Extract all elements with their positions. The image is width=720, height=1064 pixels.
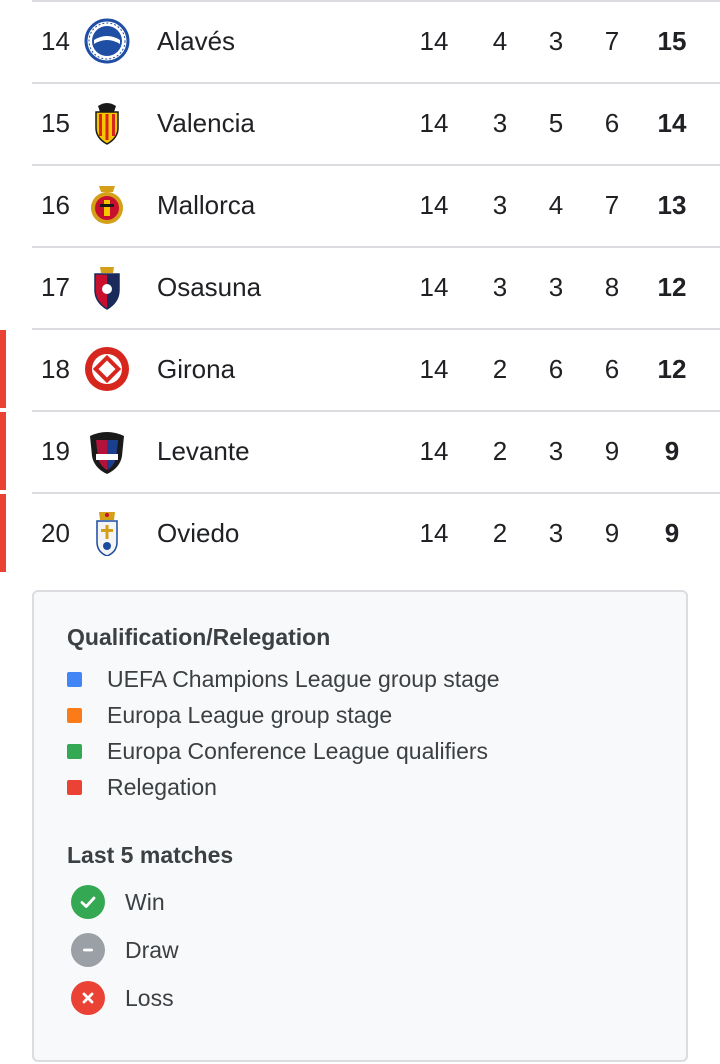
played-cell: 14 <box>419 190 449 220</box>
won-cell: 3 <box>492 190 508 220</box>
position-cell: 20 <box>41 518 70 548</box>
team-name: Mallorca <box>157 190 256 220</box>
row-divider <box>32 246 720 248</box>
relegation-zone-bar <box>0 330 6 408</box>
points-cell: 15 <box>657 26 687 56</box>
position-cell: 18 <box>41 354 70 384</box>
won-cell: 3 <box>492 272 508 302</box>
lost-cell: 6 <box>604 108 620 138</box>
row-divider <box>32 410 720 412</box>
points-cell: 13 <box>657 190 687 220</box>
row-divider <box>32 82 720 84</box>
table-row[interactable]: 18 Girona 14 2 6 6 12 <box>0 328 720 410</box>
team-name: Osasuna <box>157 272 262 302</box>
won-cell: 2 <box>492 354 508 384</box>
relegation-zone-bar <box>0 494 6 572</box>
lost-cell: 8 <box>604 272 620 302</box>
mallorca-crest-icon <box>84 182 130 228</box>
drawn-cell: 5 <box>548 108 564 138</box>
team-name: Girona <box>157 354 236 384</box>
green-swatch <box>67 743 82 759</box>
row-divider <box>32 0 720 2</box>
drawn-cell: 3 <box>548 26 564 56</box>
legend-item-europa-league: Europa League group stage <box>67 700 392 730</box>
drawn-cell: 3 <box>548 518 564 548</box>
table-row[interactable]: 15 Valencia 14 3 5 6 14 <box>0 82 720 164</box>
played-cell: 14 <box>419 108 449 138</box>
legend-item-loss: Loss <box>71 980 174 1016</box>
oviedo-crest-icon <box>84 510 130 556</box>
legend-label: Europa League group stage <box>107 701 393 728</box>
legend-item-champions-league: UEFA Champions League group stage <box>67 664 500 694</box>
played-cell: 14 <box>419 272 449 302</box>
legend-panel: Qualification/Relegation UEFA Champions … <box>32 590 688 1062</box>
position-cell: 14 <box>41 26 70 56</box>
orange-swatch <box>67 707 82 723</box>
girona-crest-icon <box>84 346 130 392</box>
levante-crest-icon <box>84 428 130 474</box>
position-cell: 15 <box>41 108 70 138</box>
points-cell: 12 <box>657 354 687 384</box>
lost-cell: 9 <box>604 436 620 466</box>
position-cell: 16 <box>41 190 70 220</box>
legend-label: Europa Conference League qualifiers <box>107 737 489 764</box>
table-row[interactable]: 17 Osasuna 14 3 3 8 12 <box>0 246 720 328</box>
valencia-crest-icon <box>84 100 130 146</box>
drawn-cell: 6 <box>548 354 564 384</box>
osasuna-crest-icon <box>84 264 130 310</box>
minus-icon <box>71 933 105 967</box>
won-cell: 2 <box>492 518 508 548</box>
legend-item-win: Win <box>71 884 165 920</box>
played-cell: 14 <box>419 436 449 466</box>
row-divider <box>32 328 720 330</box>
drawn-cell: 3 <box>548 272 564 302</box>
qualification-legend-title: Qualification/Relegation <box>67 624 331 650</box>
position-cell: 17 <box>41 272 70 302</box>
played-cell: 14 <box>419 518 449 548</box>
close-icon <box>71 981 105 1015</box>
lost-cell: 7 <box>604 26 620 56</box>
points-cell: 9 <box>664 518 680 548</box>
position-cell: 19 <box>41 436 70 466</box>
row-divider <box>32 492 720 494</box>
alaves-crest-icon <box>84 18 130 64</box>
points-cell: 12 <box>657 272 687 302</box>
team-name: Alavés <box>157 26 236 56</box>
lost-cell: 6 <box>604 354 620 384</box>
check-icon <box>71 885 105 919</box>
won-cell: 2 <box>492 436 508 466</box>
won-cell: 4 <box>492 26 508 56</box>
table-row[interactable]: 14 Alavés 14 4 3 7 15 <box>0 0 720 82</box>
table-row[interactable]: 20 Oviedo 14 2 3 9 9 <box>0 492 720 574</box>
relegation-zone-bar <box>0 412 6 490</box>
blue-swatch <box>67 671 82 687</box>
team-name: Valencia <box>157 108 255 138</box>
last-matches-legend-title: Last 5 matches <box>67 842 234 868</box>
row-divider <box>32 164 720 166</box>
legend-label: UEFA Champions League group stage <box>107 665 500 692</box>
legend-item-conference-league: Europa Conference League qualifiers <box>67 736 488 766</box>
red-swatch <box>67 779 82 795</box>
table-row[interactable]: 16 Mallorca 14 3 4 7 13 <box>0 164 720 246</box>
legend-label: Relegation <box>107 773 217 800</box>
legend-label: Draw <box>125 936 179 963</box>
points-cell: 14 <box>657 108 687 138</box>
lost-cell: 7 <box>604 190 620 220</box>
won-cell: 3 <box>492 108 508 138</box>
played-cell: 14 <box>419 354 449 384</box>
team-name: Levante <box>157 436 250 466</box>
played-cell: 14 <box>419 26 449 56</box>
drawn-cell: 3 <box>548 436 564 466</box>
legend-item-draw: Draw <box>71 932 179 968</box>
table-row[interactable]: 19 Levante 14 2 3 9 9 <box>0 410 720 492</box>
legend-label: Loss <box>125 984 174 1011</box>
drawn-cell: 4 <box>548 190 564 220</box>
lost-cell: 9 <box>604 518 620 548</box>
team-name: Oviedo <box>157 518 240 548</box>
legend-label: Win <box>125 888 165 915</box>
points-cell: 9 <box>664 436 680 466</box>
legend-item-relegation: Relegation <box>67 772 217 802</box>
